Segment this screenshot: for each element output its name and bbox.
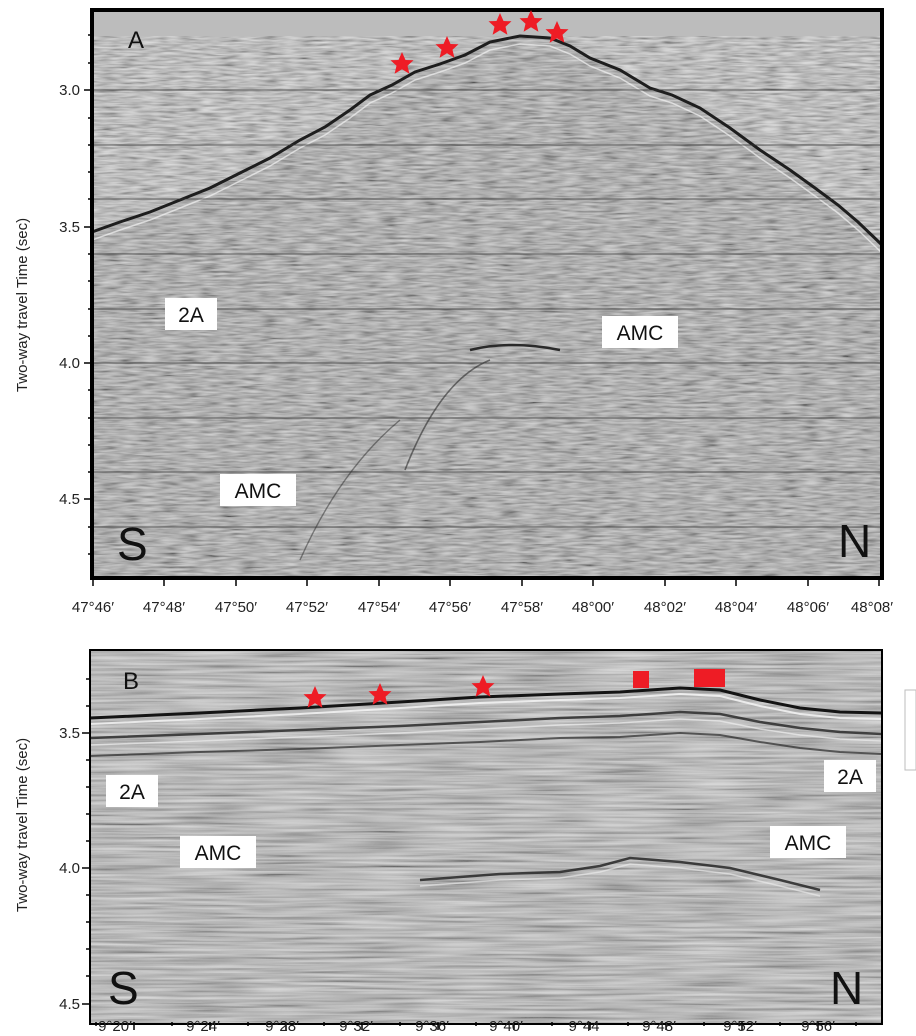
panel-b-amc-label-right: AMC <box>785 832 832 855</box>
panel-a-north-label: N <box>838 515 871 567</box>
panel-b-frame <box>89 649 883 1025</box>
panel-b-xtick-label: 9°56′ <box>801 1018 835 1035</box>
panel-b-south-label: S <box>108 962 139 1014</box>
panel-a-x-axis: 47°46′ 47°48′ 47°50′ 47°52′ 47°54′ 47°56… <box>72 578 893 616</box>
panel-b-2a-label-right: 2A <box>837 766 863 789</box>
panel-a: A S N 2A AMC AMC <box>14 8 893 616</box>
star-marker <box>519 10 543 32</box>
panel-b-north-label: N <box>830 962 863 1014</box>
star-marker <box>303 686 327 708</box>
panel-a-xtick-label: 47°48′ <box>143 599 185 616</box>
panel-b-x-axis: 9°20′ 9°24′ 9°28′ 9°32′ 9°36′ 9°40′ 9°44… <box>95 1018 857 1035</box>
panel-a-2a-label: 2A <box>178 304 204 327</box>
star-marker <box>488 13 512 35</box>
square-marker <box>633 671 649 688</box>
panel-b-amc-label-left: AMC <box>195 842 242 865</box>
panel-b-xtick-label: 9°44 <box>568 1018 599 1035</box>
panel-a-gridlines <box>92 89 882 528</box>
panel-b-xtick-label: 9°28′ <box>265 1018 299 1035</box>
panel-a-xtick-label: 47°50′ <box>215 599 257 616</box>
panel-a-xtick-label: 48°08′ <box>851 599 893 616</box>
star-marker <box>368 683 392 705</box>
panel-b-ytick-label: 4.5 <box>59 996 80 1013</box>
panel-a-amc-label-left: AMC <box>235 480 282 503</box>
square-marker <box>694 669 725 687</box>
panel-b-xtick-label: 9°40′ <box>489 1018 523 1035</box>
panel-b-xtick-label: 9°36′ <box>415 1018 449 1035</box>
panel-a-xtick-label: 47°46′ <box>72 599 114 616</box>
panel-b-y-axis: 3.5 4.0 4.5 <box>59 678 90 1013</box>
panel-b-markers <box>303 669 725 708</box>
panel-b-xtick-label: 9°24′ <box>186 1018 220 1035</box>
panel-a-ylabel: Two-way travel Time (sec) <box>14 218 31 392</box>
panel-a-seismic-image <box>92 10 882 578</box>
panel-a-ytick-label: 3.5 <box>59 219 80 236</box>
star-marker <box>471 675 495 697</box>
panel-a-xtick-label: 47°52′ <box>286 599 328 616</box>
star-marker <box>435 36 459 58</box>
panel-a-xtick-label: 48°06′ <box>787 599 829 616</box>
panel-a-ytick-label: 4.5 <box>59 491 80 508</box>
panel-a-xtick-label: 48°02′ <box>644 599 686 616</box>
edge-artifact <box>904 689 916 771</box>
panel-a-xtick-label: 48°00′ <box>572 599 614 616</box>
panel-a-xtick-label: 47°56′ <box>429 599 471 616</box>
panel-a-amc-label-right: AMC <box>617 322 664 345</box>
panel-b-2a-label-left: 2A <box>119 781 145 804</box>
panel-a-y-axis: 3.0 3.5 4.0 4.5 <box>59 34 92 555</box>
panel-a-frame <box>90 8 884 580</box>
panel-a-xtick-label: 48°04′ <box>715 599 757 616</box>
panel-a-xtick-label: 47°54′ <box>358 599 400 616</box>
star-marker <box>545 21 569 43</box>
panel-a-letter: A <box>128 27 144 54</box>
panel-a-xtick-label: 47°58′ <box>501 599 543 616</box>
panel-a-star-markers <box>390 10 569 74</box>
panel-a-ytick-label: 4.0 <box>59 355 80 372</box>
star-marker <box>390 52 414 74</box>
panel-b-xtick-label: 9°48′ <box>642 1018 676 1035</box>
panel-b-xtick-label: 9°32′ <box>339 1018 373 1035</box>
panel-a-ytick-label: 3.0 <box>59 82 80 99</box>
panel-a-south-label: S <box>117 518 148 570</box>
panel-b-ytick-label: 3.5 <box>59 725 80 742</box>
panel-b-ytick-label: 4.0 <box>59 860 80 877</box>
panel-b-letter: B <box>123 668 139 695</box>
panel-b-xtick-label: 9°52′ <box>723 1018 757 1035</box>
panel-b: B S N 2A 2A AMC AMC <box>14 649 883 1035</box>
panel-b-ylabel: Two-way travel Time (sec) <box>14 738 31 912</box>
panel-b-xtick-label: 9°20′ <box>98 1018 132 1035</box>
